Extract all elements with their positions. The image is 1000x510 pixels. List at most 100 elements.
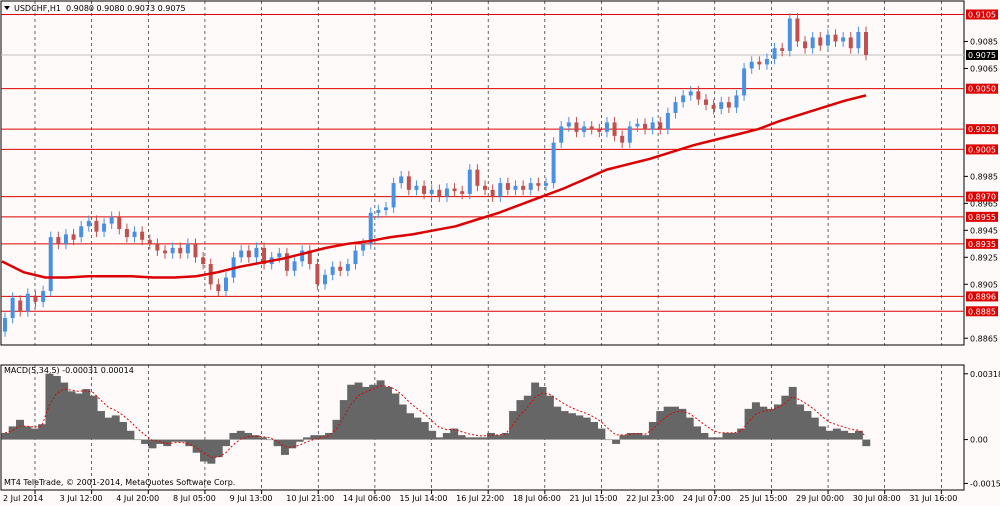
candle-body [696, 91, 701, 100]
candle-body [79, 226, 84, 238]
macd-bar [634, 432, 643, 440]
macd-bar [30, 428, 39, 440]
candle-body [726, 102, 731, 108]
candle-body [185, 243, 190, 254]
candle-body [33, 296, 38, 302]
price-panel[interactable] [0, 0, 965, 346]
candle-body [589, 126, 594, 130]
candle-body [124, 228, 129, 238]
candle-body [216, 284, 221, 292]
candle-body [787, 18, 792, 51]
macd-bar [266, 439, 275, 441]
macd-panel[interactable] [0, 364, 965, 491]
macd-bar [185, 439, 194, 447]
level-label: 0.9020 [968, 125, 996, 134]
candle-body [566, 122, 571, 127]
macd-bar [840, 430, 849, 440]
candle-body [803, 41, 808, 49]
macd-bar [487, 432, 495, 440]
level-tag [966, 83, 998, 94]
macd-bar [280, 439, 289, 455]
candle-body [155, 243, 160, 251]
chart-menu-icon[interactable] [4, 6, 10, 10]
macd-bar [803, 411, 812, 440]
candle-body [246, 250, 251, 258]
macd-bar [670, 406, 679, 440]
moving-average-line [1, 94, 867, 279]
candle-body [574, 122, 579, 132]
price-label: 0.8945 [970, 226, 998, 235]
macd-bar [67, 391, 76, 440]
macd-title: MACD(5,34,5) -0.00031 0.00014 [4, 366, 134, 375]
candle-body [383, 207, 388, 211]
candle-body [132, 231, 137, 238]
candle-body [345, 264, 350, 271]
level-tag [966, 124, 998, 135]
macd-bar [678, 408, 687, 440]
time-label: 29 Jul 00:00 [796, 494, 844, 503]
macd-bar [560, 411, 569, 440]
price-label: 0.8865 [970, 334, 998, 343]
macd-bar [854, 430, 863, 440]
candle-body [223, 277, 228, 292]
macd-bar [619, 435, 628, 440]
candle-body [551, 142, 556, 184]
candle-body [239, 250, 244, 258]
candle-body [780, 48, 785, 51]
time-axis[interactable]: 2 Jul 2014 3 Jul 12:00 4 Jul 20:00 8 Jul 05… [3, 490, 957, 503]
candle-body [650, 122, 655, 130]
candle-body [620, 135, 625, 143]
candle-body [376, 210, 381, 213]
macd-bar [781, 395, 790, 440]
macd-bar [737, 428, 746, 440]
macd-signal-line [4, 385, 867, 458]
candle-body [201, 257, 206, 265]
candle-body [178, 247, 183, 254]
chart-title-ohlc: 0.9080 0.9080 0.9073 0.9075 [66, 4, 186, 13]
macd-bar [16, 419, 24, 440]
candle-body [307, 250, 312, 265]
candle-body [444, 188, 449, 197]
macd-bar [479, 437, 488, 440]
price-scale[interactable]: 0.9085 0.9065 0.8985 0.8965 0.8945 0.8925 0.89… [964, 9, 998, 343]
macd-bar [126, 430, 135, 440]
macd-scale[interactable]: 0.00318 0.00 -0.00157 [964, 370, 1000, 489]
candle-body [147, 239, 152, 244]
macd-bar [332, 419, 341, 440]
candle-body [452, 188, 457, 192]
macd-bar [8, 426, 17, 440]
macd-bar [722, 432, 731, 440]
macd-bar [119, 422, 128, 440]
macd-bar [450, 428, 459, 440]
candle-body [513, 185, 518, 190]
candle-body [422, 185, 427, 194]
macd-bar [222, 439, 231, 447]
candle-body [848, 37, 853, 49]
candle-body [86, 220, 91, 227]
macd-bar [516, 400, 525, 440]
macd-bar [288, 439, 297, 449]
candle-body [406, 176, 411, 190]
candle-body [10, 297, 15, 319]
macd-bar [391, 393, 400, 440]
candle-body [833, 34, 838, 42]
time-label: 8 Jul 05:00 [173, 494, 216, 503]
macd-bar [60, 382, 69, 440]
macd-bar [420, 422, 429, 440]
candle-body [429, 189, 434, 194]
macd-bar [111, 415, 120, 440]
macd-bar [656, 411, 665, 440]
candle-body [688, 91, 693, 96]
time-label: 25 Jul 15:00 [739, 494, 787, 503]
level-label: 0.8970 [968, 193, 996, 202]
macd-bar [744, 408, 753, 440]
copyright-text: MT4 TeleTrade, © 2001-2014, MetaQuotes S… [4, 478, 235, 487]
macd-bar [590, 422, 598, 440]
macd-bar [383, 386, 392, 440]
level-tag [966, 291, 998, 302]
candle-body [361, 243, 366, 251]
macd-bar [229, 432, 238, 440]
candle-body [277, 253, 282, 258]
